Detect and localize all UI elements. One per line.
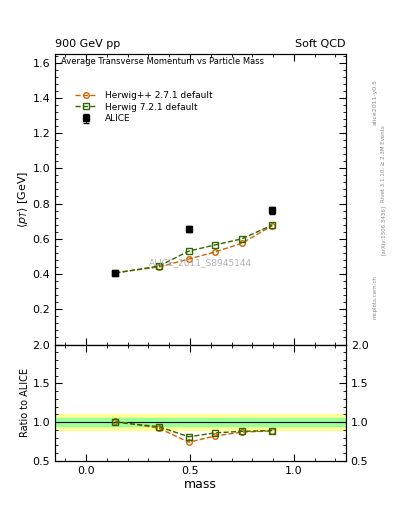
Text: Soft QCD: Soft QCD xyxy=(296,38,346,49)
Text: Rivet 3.1.10, ≥ 2.3M Events: Rivet 3.1.10, ≥ 2.3M Events xyxy=(381,125,386,202)
Herwig++ 2.7.1 default xyxy=(213,249,217,255)
Text: Average Transverse Momentum vs Particle Mass: Average Transverse Momentum vs Particle … xyxy=(61,57,264,66)
Herwig++ 2.7.1 default xyxy=(113,269,118,275)
Herwig 7.2.1 default xyxy=(113,270,118,276)
Herwig 7.2.1 default xyxy=(270,222,275,228)
Herwig 7.2.1 default xyxy=(213,242,217,248)
Herwig 7.2.1 default xyxy=(186,248,191,254)
Herwig++ 2.7.1 default xyxy=(240,240,244,246)
Y-axis label: Ratio to ALICE: Ratio to ALICE xyxy=(20,368,29,437)
Legend: Herwig++ 2.7.1 default, Herwig 7.2.1 default, ALICE: Herwig++ 2.7.1 default, Herwig 7.2.1 def… xyxy=(71,88,216,127)
Herwig++ 2.7.1 default xyxy=(156,264,161,270)
Line: Herwig 7.2.1 default: Herwig 7.2.1 default xyxy=(112,222,275,276)
Text: [arXiv:1306.3436]: [arXiv:1306.3436] xyxy=(381,205,386,255)
Text: mcplots.cern.ch: mcplots.cern.ch xyxy=(373,275,378,319)
Line: Herwig++ 2.7.1 default: Herwig++ 2.7.1 default xyxy=(112,223,275,275)
X-axis label: mass: mass xyxy=(184,478,217,492)
Herwig++ 2.7.1 default xyxy=(186,256,191,262)
Text: ALICE_2011_S8945144: ALICE_2011_S8945144 xyxy=(149,259,252,268)
Herwig 7.2.1 default xyxy=(240,236,244,242)
Y-axis label: $\langle p_T \rangle$ [GeV]: $\langle p_T \rangle$ [GeV] xyxy=(16,170,29,228)
Text: 900 GeV pp: 900 GeV pp xyxy=(55,38,120,49)
Text: alice2011-y0.5: alice2011-y0.5 xyxy=(373,79,378,125)
Herwig 7.2.1 default xyxy=(156,263,161,269)
Herwig++ 2.7.1 default xyxy=(270,223,275,229)
